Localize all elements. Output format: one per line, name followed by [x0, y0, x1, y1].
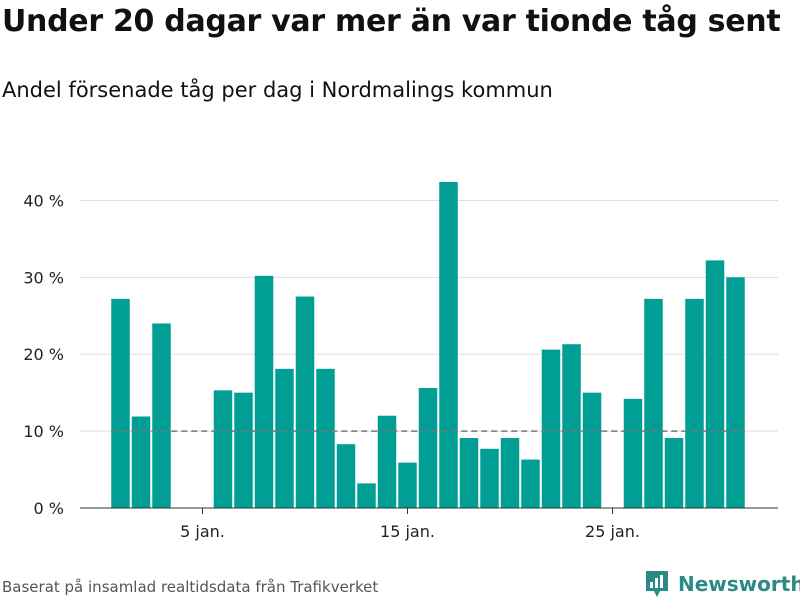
- bar: [295, 296, 315, 508]
- y-tick-label: 0 %: [34, 499, 64, 518]
- bar: [131, 416, 151, 508]
- bar: [111, 298, 130, 508]
- bar: [213, 390, 233, 508]
- bar: [644, 298, 663, 508]
- y-tick-label: 20 %: [23, 345, 64, 364]
- y-tick-label: 30 %: [23, 268, 64, 287]
- brand-name: Newsworthy: [678, 572, 800, 596]
- x-tick-label: 25 jan.: [585, 522, 640, 541]
- bar: [541, 349, 561, 508]
- bar: [726, 277, 745, 508]
- chart-subtitle: Andel försenade tåg per dag i Nordmaling…: [2, 78, 553, 102]
- bar: [582, 392, 602, 508]
- bar: [336, 444, 356, 508]
- bar: [685, 298, 704, 508]
- bar: [439, 181, 458, 509]
- data-source-note: Baserat på insamlad realtidsdata från Tr…: [2, 578, 379, 596]
- bar: [562, 344, 581, 508]
- bar: [623, 398, 643, 508]
- bar: [664, 438, 684, 508]
- bar: [398, 462, 417, 508]
- bar: [234, 392, 253, 508]
- y-tick-label: 10 %: [23, 422, 64, 441]
- newsworthy-brand[interactable]: Newsworthy: [644, 568, 800, 600]
- bar: [705, 260, 725, 508]
- x-tick-label: 5 jan.: [180, 522, 225, 541]
- bar: [459, 438, 479, 508]
- bar: [152, 323, 171, 508]
- bar: [418, 388, 438, 508]
- newsworthy-logo-icon: [646, 571, 668, 597]
- bar: [377, 415, 397, 508]
- bar: [521, 459, 540, 508]
- bar: [357, 483, 376, 508]
- bar: [480, 448, 499, 508]
- bar: [275, 368, 294, 508]
- chart-title: Under 20 dagar var mer än var tionde tåg…: [2, 4, 781, 39]
- bar: [316, 368, 335, 508]
- bar: [254, 275, 274, 508]
- x-tick-label: 15 jan.: [380, 522, 435, 541]
- bar: [500, 438, 520, 508]
- y-tick-label: 40 %: [23, 191, 64, 210]
